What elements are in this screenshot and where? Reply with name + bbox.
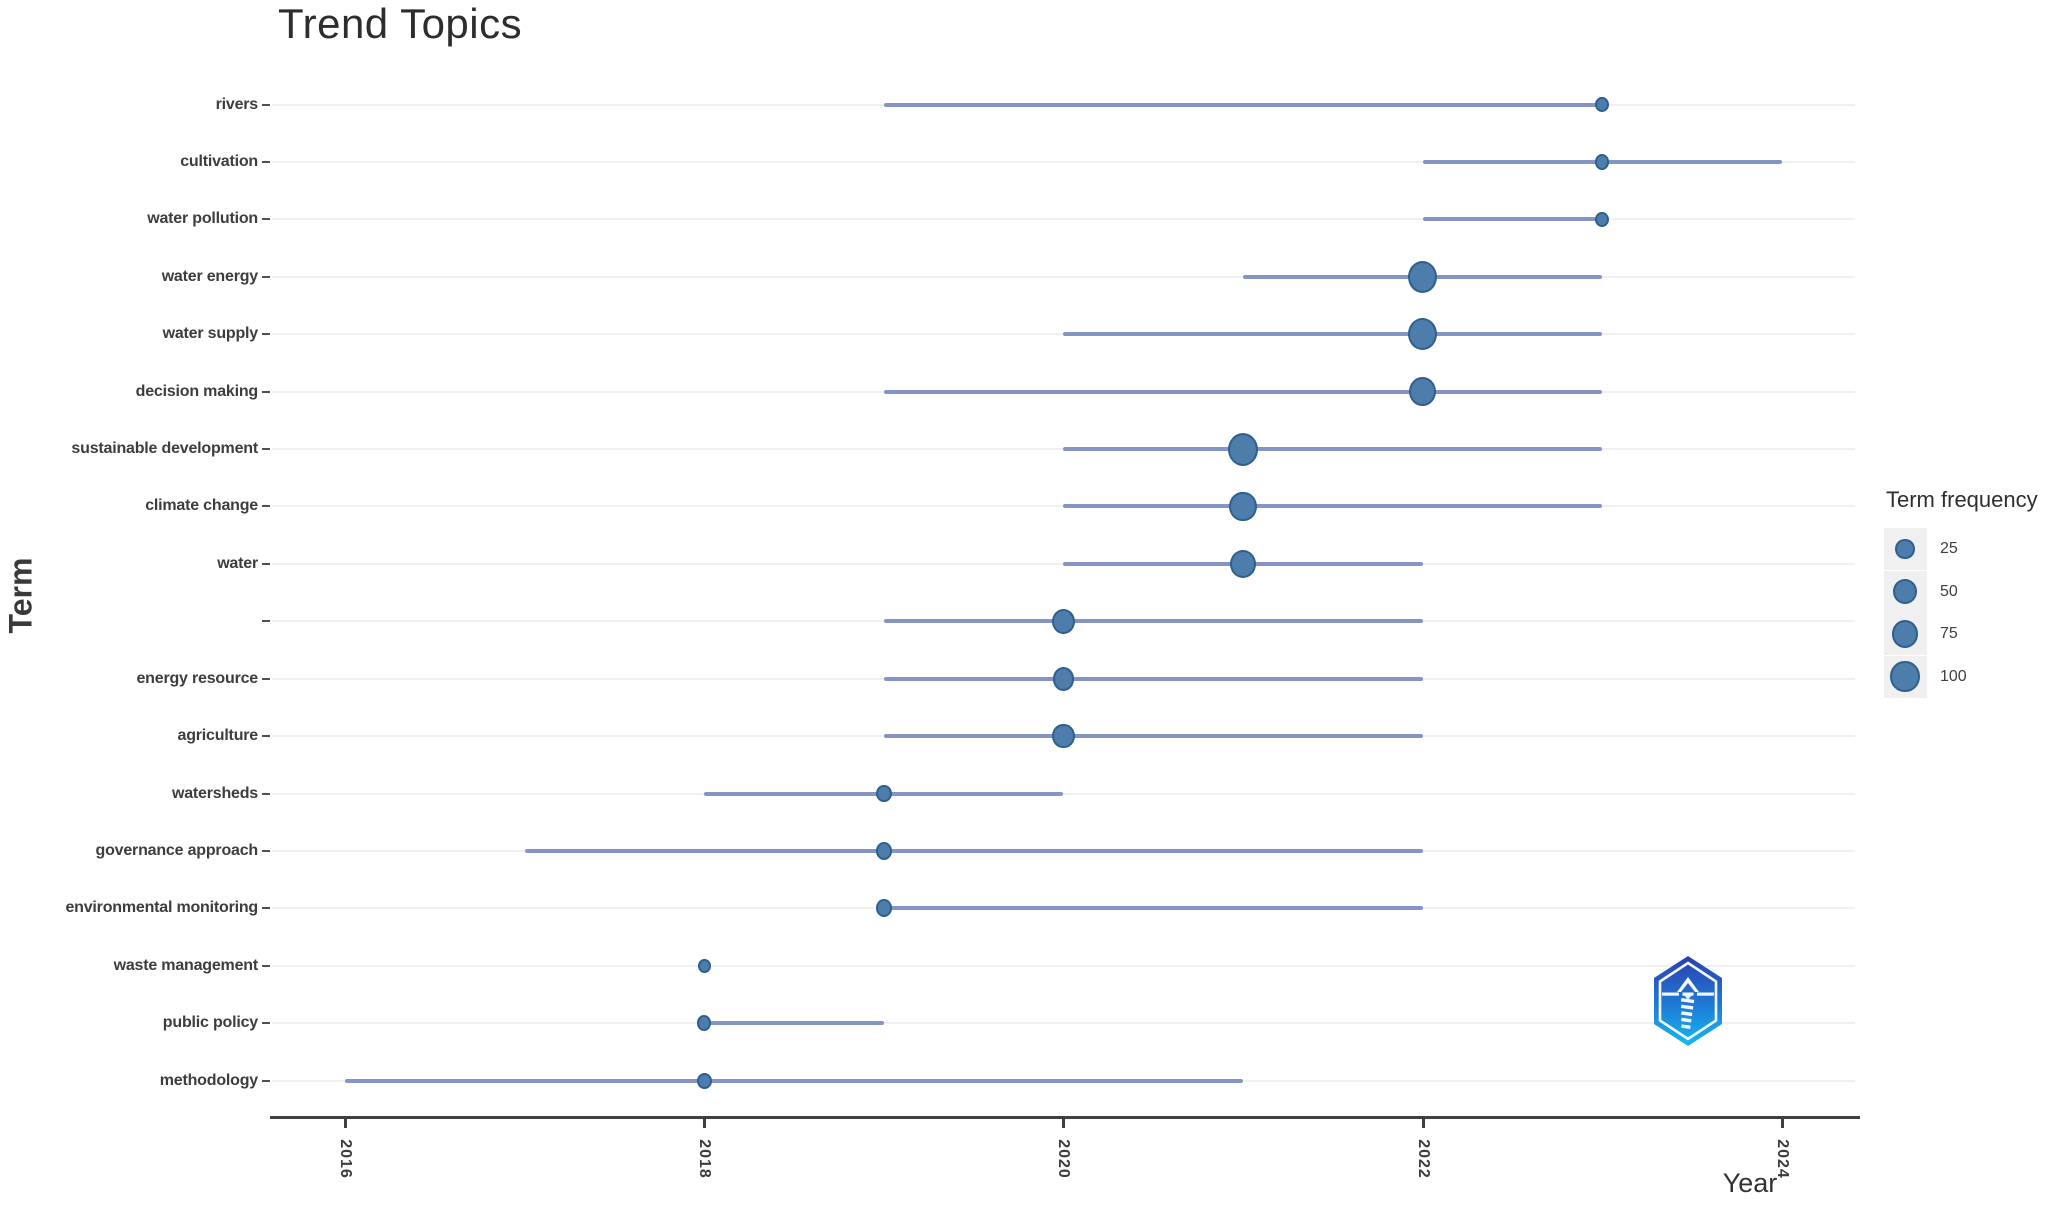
term-range-line <box>1063 332 1603 337</box>
chart-title: Trend Topics <box>278 0 523 47</box>
legend-bubble <box>1891 620 1919 648</box>
legend-size-label: 50 <box>1940 582 1958 600</box>
y-axis-tick-label: methodology <box>159 1071 258 1089</box>
y-axis-tick-label: sustainable development <box>71 440 258 458</box>
term-bubble <box>1052 723 1075 749</box>
y-axis-tick-label: decision making <box>135 382 259 400</box>
term-range-line <box>883 906 1423 911</box>
y-axis-tick-label: water <box>217 554 258 572</box>
gridline <box>272 964 1855 967</box>
y-axis-tick-label: public policy <box>162 1014 258 1032</box>
gridline <box>272 160 1855 163</box>
y-axis-tick <box>262 505 270 508</box>
term-range-line <box>883 102 1603 107</box>
x-axis-tick <box>1062 1119 1066 1128</box>
y-axis-tick <box>262 103 270 106</box>
y-axis-tick <box>262 275 270 278</box>
term-bubble <box>696 1072 712 1089</box>
x-axis-tick <box>344 1119 347 1128</box>
x-axis-label: Year <box>1722 1168 1778 1198</box>
y-axis-tick <box>262 792 270 795</box>
x-axis-tick-label: 2018 <box>696 1139 714 1179</box>
y-axis-tick-label: governance approach <box>95 841 259 859</box>
term-bubble <box>1051 608 1075 634</box>
x-axis-tick-label: 2022 <box>1414 1139 1432 1179</box>
term-bubble <box>1229 491 1257 522</box>
gridline <box>272 275 1855 278</box>
y-axis-tick <box>262 620 270 623</box>
gridline <box>272 1022 1855 1025</box>
term-bubble <box>1408 318 1438 351</box>
x-axis-tick-label: 2024 <box>1773 1139 1791 1179</box>
term-bubble <box>875 899 892 918</box>
x-axis-tick-label: 2016 <box>337 1139 354 1179</box>
biblioshiny-hexagon-lighthouse-logo <box>1654 956 1722 1046</box>
y-axis-tick-label: water energy <box>161 267 259 285</box>
term-range-line <box>883 734 1423 739</box>
y-axis-tick-label: cultivation <box>180 152 258 170</box>
term-bubble <box>876 785 892 803</box>
y-axis-tick-label: water supply <box>162 325 259 343</box>
term-bubble <box>1052 666 1075 691</box>
y-axis-tick-label: environmental monitoring <box>65 899 258 917</box>
term-range-line <box>524 848 1423 853</box>
y-axis-tick-label: climate change <box>145 497 258 515</box>
term-bubble <box>1409 376 1436 407</box>
y-axis-tick <box>262 1022 270 1025</box>
term-range-line <box>1063 504 1603 509</box>
y-axis-tick <box>262 562 270 565</box>
term-bubble <box>697 1015 712 1031</box>
y-axis-tick <box>262 907 270 910</box>
term-bubble <box>1595 211 1610 228</box>
y-axis-tick-label: rivers <box>215 95 259 113</box>
y-axis-tick-label: agriculture <box>177 727 259 745</box>
y-axis-tick-label: watersheds <box>171 784 258 802</box>
gridline <box>272 792 1855 795</box>
term-bubble <box>1228 432 1258 466</box>
term-bubble <box>875 842 892 860</box>
x-axis-tick <box>1421 1119 1425 1128</box>
x-axis-tick <box>1780 1119 1784 1128</box>
y-axis-tick <box>262 735 270 738</box>
legend-size-label: 100 <box>1940 667 1967 685</box>
y-axis-tick-label: energy resource <box>136 669 258 687</box>
y-axis-tick <box>262 677 270 680</box>
term-range-line <box>704 1021 884 1026</box>
legend-title: Term frequency <box>1886 487 2038 512</box>
term-range-line <box>1422 217 1603 222</box>
term-bubble <box>1408 260 1438 293</box>
term-range-line <box>883 389 1603 394</box>
y-axis-tick-label: waste management <box>113 956 259 974</box>
legend-size-label: 75 <box>1940 625 1958 642</box>
y-axis-title: Term <box>2 557 39 634</box>
term-range-line <box>883 676 1423 681</box>
legend-bubble <box>1890 661 1920 692</box>
legend-size-label: 25 <box>1940 540 1958 557</box>
y-axis-tick <box>262 448 270 451</box>
term-bubble <box>1595 154 1610 170</box>
y-axis-tick <box>262 333 270 336</box>
y-axis-tick <box>262 849 270 852</box>
x-axis-tick <box>703 1119 707 1128</box>
y-axis-tick <box>262 218 270 221</box>
x-axis-line <box>270 1116 1860 1119</box>
y-axis-tick <box>262 1079 270 1082</box>
y-axis-tick <box>262 390 270 393</box>
legend-bubble <box>1895 538 1915 560</box>
y-axis-tick <box>262 160 270 163</box>
x-axis-tick-label: 2020 <box>1055 1139 1073 1179</box>
term-range-line <box>1063 447 1603 452</box>
y-axis-tick-label: water pollution <box>147 210 258 228</box>
legend-bubble <box>1893 579 1917 604</box>
gridline <box>272 218 1855 221</box>
term-bubble <box>697 958 711 973</box>
term-range-line <box>883 619 1423 624</box>
term-range-line <box>345 1078 1243 1083</box>
lighthouse-icon <box>1662 977 1714 1029</box>
y-axis-tick <box>262 964 270 967</box>
term-bubble <box>1595 96 1610 113</box>
term-bubble <box>1229 549 1257 579</box>
